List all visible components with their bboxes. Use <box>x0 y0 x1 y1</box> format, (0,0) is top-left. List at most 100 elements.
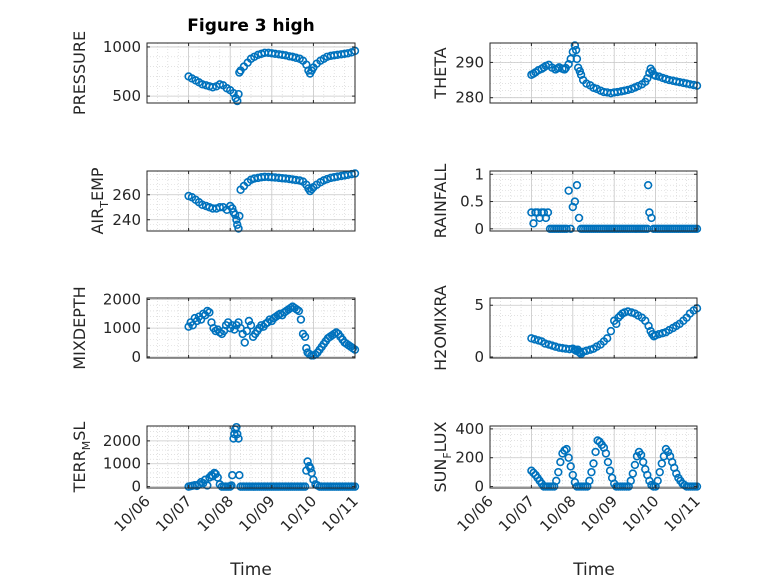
data-point <box>188 321 197 330</box>
axes-box <box>146 425 356 489</box>
series-markers <box>527 436 702 491</box>
data-point <box>198 200 207 209</box>
data-point <box>564 186 573 195</box>
data-point <box>564 453 573 462</box>
data-point <box>623 85 633 95</box>
data-point <box>294 306 304 316</box>
y-tick-label: 400 <box>455 420 484 438</box>
data-point <box>630 460 640 470</box>
y-tick-label: 200 <box>455 449 484 467</box>
subplot-mixdepth: 0 1000 2000 MIXDEPTH <box>70 286 360 370</box>
series-markers <box>184 422 360 491</box>
data-point <box>205 308 214 317</box>
data-point <box>628 469 638 478</box>
x-tick-label: 10/06 <box>111 492 154 535</box>
subplot-rainfall: 0 0.5 1 RAINFALL <box>431 164 702 238</box>
x-tick-label: 10/09 <box>235 492 278 535</box>
data-point <box>566 224 575 234</box>
data-point <box>343 49 353 58</box>
data-point <box>529 219 538 228</box>
data-point <box>572 54 582 64</box>
data-point <box>587 467 596 477</box>
data-point <box>227 481 236 490</box>
data-point <box>296 315 306 324</box>
data-point <box>654 72 664 81</box>
data-point <box>560 65 569 74</box>
axes-box <box>489 297 698 359</box>
x-tick-label: 10/06 <box>454 492 497 535</box>
y-axis-label: THETA <box>431 47 450 99</box>
y-tick-label: 500 <box>112 87 141 105</box>
x-axis-label-left: Time <box>229 560 272 580</box>
data-point <box>235 211 244 221</box>
data-point <box>246 321 256 330</box>
y-tick-label: 0 <box>474 478 484 496</box>
data-point <box>300 482 310 491</box>
x-tick-label: 10/09 <box>578 492 621 535</box>
data-point <box>208 83 217 92</box>
x-tick-label: 10/07 <box>152 492 195 535</box>
data-point <box>602 334 612 343</box>
data-point <box>566 462 575 471</box>
series-markers <box>527 180 702 234</box>
y-axis-label: MIXDEPTH <box>70 286 89 369</box>
axes-box <box>489 42 698 104</box>
subplot-h2omixra: 0 5 H2OMIXRA <box>431 285 702 371</box>
data-point <box>229 88 238 98</box>
y-tick-label: 0 <box>474 348 484 366</box>
data-point <box>307 184 316 194</box>
y-axis-label: TERRMSL <box>70 422 93 494</box>
data-point <box>554 467 563 477</box>
data-point <box>591 447 600 457</box>
data-point <box>300 332 310 341</box>
axes-box <box>146 42 356 104</box>
y-tick-label: 0 <box>131 478 141 496</box>
data-point <box>651 71 660 81</box>
data-point <box>527 466 536 475</box>
data-point <box>562 444 571 454</box>
x-tick-label: 10/11 <box>319 492 362 535</box>
data-point <box>230 210 240 219</box>
data-point <box>570 41 580 50</box>
data-point <box>291 53 301 62</box>
y-axis-label: H2OMIXRA <box>431 285 450 371</box>
data-point <box>601 449 611 458</box>
data-point <box>303 457 312 466</box>
y-tick-label: 2000 <box>103 290 141 308</box>
data-point <box>645 476 654 485</box>
y-tick-label: 280 <box>455 89 484 107</box>
axes-box <box>489 170 698 232</box>
data-point <box>603 457 613 467</box>
data-point <box>643 180 653 190</box>
data-point <box>570 478 580 487</box>
y-axis-label: AIRTEMP <box>88 167 111 234</box>
data-point <box>235 470 244 480</box>
x-axis-label-right: Time <box>572 560 615 580</box>
data-point <box>663 447 673 457</box>
y-tick-label: 0.5 <box>460 193 484 211</box>
y-tick-label: 0 <box>131 348 141 366</box>
data-point <box>226 482 235 491</box>
axes-box <box>146 170 356 232</box>
data-point <box>234 89 243 99</box>
data-point <box>655 467 664 477</box>
data-point <box>203 481 212 490</box>
data-point <box>574 213 584 223</box>
x-tick-label: 10/08 <box>536 492 579 535</box>
data-point <box>309 475 318 484</box>
y-tick-label: 1 <box>474 165 484 183</box>
data-point <box>638 457 648 467</box>
x-tick-label: 10/08 <box>194 492 237 535</box>
y-tick-label: 240 <box>112 211 141 229</box>
series-markers <box>184 302 360 360</box>
y-tick-label: 1000 <box>103 455 141 473</box>
data-point <box>585 476 594 485</box>
data-point <box>529 468 538 478</box>
data-point <box>552 476 561 485</box>
y-tick-label: 1000 <box>103 319 141 337</box>
y-tick-label: 0 <box>474 220 484 238</box>
x-tick-label: 10/11 <box>661 492 704 535</box>
x-tick-label: 10/10 <box>619 492 662 535</box>
